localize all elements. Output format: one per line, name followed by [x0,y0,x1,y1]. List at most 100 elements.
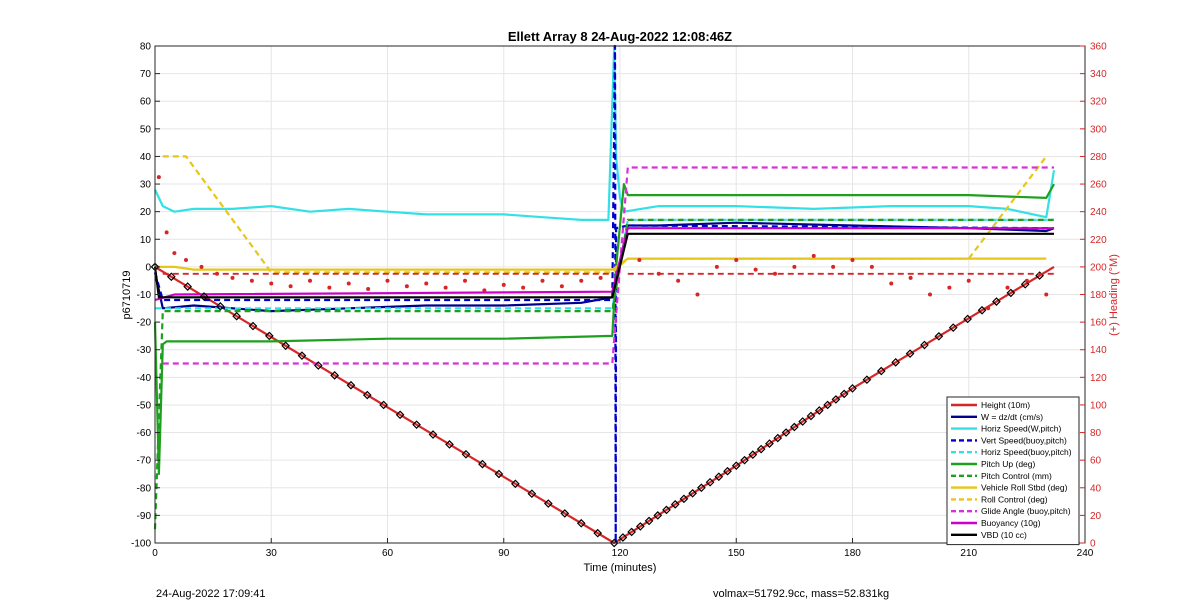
y-right-tick-label: 180 [1090,290,1107,301]
heading-dot [366,286,371,291]
y-right-tick-label: 320 [1090,97,1107,108]
height-marker [977,305,987,315]
height-marker [644,516,654,526]
y-right-tick-label: 20 [1090,511,1102,522]
height-marker [264,331,274,341]
y-right-tick-label: 160 [1090,318,1107,329]
heading-dot [184,257,188,262]
height-marker [511,479,520,489]
height-marker [705,477,715,487]
height-marker [1006,288,1016,298]
chart-title: Ellett Array 8 24-Aug-2022 12:08:46Z [508,29,732,44]
y-right-tick-label: 360 [1090,42,1107,53]
height-marker [740,455,749,465]
heading-dot [714,264,719,269]
y-right-tick-label: 340 [1090,69,1107,80]
height-marker [963,314,972,324]
height-marker [183,282,193,291]
y-left-tick-label: 60 [140,97,152,108]
heading-dot [559,284,564,289]
heading-dot [501,282,506,287]
x-tick-label: 150 [728,548,745,559]
heading-dot [199,264,204,269]
height-marker [593,528,603,538]
heading-dot [869,264,874,269]
y-right-tick-label: 280 [1090,152,1107,163]
height-marker [248,321,258,331]
y-left-tick-label: -50 [137,400,152,411]
heading-dot [156,175,161,180]
height-marker [379,400,388,410]
y-left-axis-ticks: 80 70 60 50 40 30 20 10 0 -10 -20 -30 -40 -50 -60 -70 -8… [131,42,160,550]
height-marker [461,449,471,459]
x-tick-label: 30 [266,548,278,559]
height-marker [862,375,872,385]
x-axis-ticks: 0 30 60 90 120 150 180 210 240 [152,538,1094,559]
height-marker [891,357,901,367]
height-marker [576,518,586,528]
height-marker [823,400,832,410]
x-tick-label: 120 [612,548,629,559]
series-line [153,183,1055,476]
series-line [153,232,1054,299]
heading-dot [947,285,952,290]
heading-dot [1005,285,1010,290]
height-marker [1020,279,1030,289]
height-marker [560,509,570,518]
x-tick-label: 210 [960,548,977,559]
height-marker [806,411,816,421]
heading-dot [792,264,797,269]
height-marker [670,499,680,509]
heading-dot [230,275,235,280]
height-marker [362,390,372,400]
y-left-tick-label: 0 [145,262,151,273]
height-marker [697,483,706,493]
heading-dot [288,284,293,289]
heading-dot [482,288,487,293]
heading-dot [249,278,254,283]
x-tick-label: 60 [382,548,394,559]
height-marker [731,461,741,471]
y-left-tick-label: 20 [140,207,152,218]
series-line [162,166,1054,365]
height-marker [395,410,405,420]
heading-dot [831,264,836,269]
legend-label: Vehicle Roll Stbd (deg) [981,483,1068,493]
legend-label: Vert Speed(buoy,pitch) [981,435,1067,445]
y-right-tick-label: 260 [1090,180,1107,191]
heading-dot [928,292,932,297]
y-right-tick-label: 200 [1090,262,1107,273]
heading-dot [404,284,409,289]
height-marker [635,522,645,531]
height-marker [281,341,290,351]
height-marker [714,472,724,482]
y-left-tick-label: -40 [137,373,152,384]
heading-dot [734,257,739,262]
heading-dot [443,285,448,290]
height-marker [494,469,504,479]
y-left-tick-label: -80 [137,483,152,494]
heading-dot [164,230,169,235]
height-marker [876,366,886,376]
heading-dot [889,281,894,286]
height-marker [166,272,176,282]
height-marker [313,361,323,370]
heading-dot [308,278,312,283]
y-left-tick-label: -100 [131,539,151,550]
series-line [153,218,1054,530]
y-left-tick-label: 50 [140,124,152,135]
y-left-tick-label: -90 [137,511,152,522]
legend-label: Horiz Speed(W,pitch) [981,424,1061,434]
heading-dot [773,271,777,276]
legend-label: Height (10m) [981,400,1030,410]
heading-dot [521,285,526,290]
x-tick-label: 180 [844,548,861,559]
height-marker [905,349,915,359]
height-marker [934,331,944,341]
heading-dot [327,285,332,290]
heading-dot [753,267,758,272]
height-marker [798,417,808,426]
y-left-tick-label: 80 [140,42,152,53]
height-marker [618,533,628,542]
y-right-tick-label: 240 [1090,207,1107,218]
